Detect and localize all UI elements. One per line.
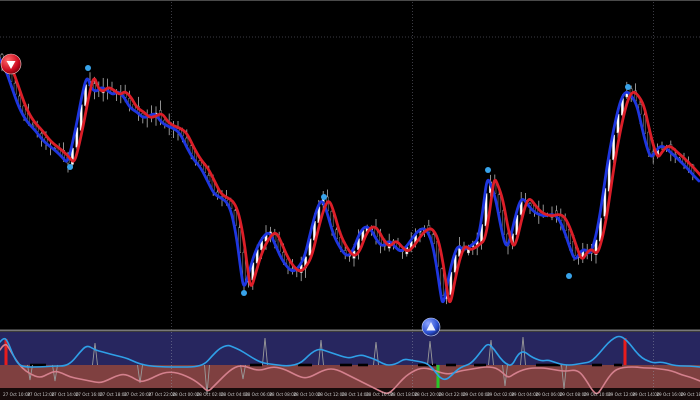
signal-dot — [67, 164, 73, 170]
arrow-up-icon — [426, 322, 436, 331]
oscillator-panel-bands — [0, 329, 700, 400]
time-axis-label: 27 Oct 20:00 — [124, 392, 152, 397]
gray-spike — [373, 341, 379, 366]
time-axis-strip — [0, 388, 700, 400]
ma-fast-blue-line — [0, 57, 700, 304]
zero-dash — [298, 363, 312, 367]
green-signal-bar — [436, 365, 440, 388]
gray-spike — [520, 336, 526, 366]
red-signal-bar — [623, 338, 627, 365]
zero-line-dashes — [30, 363, 622, 367]
time-axis-label: 28 Oct 22:00 — [439, 392, 467, 397]
time-axis-label: 29 Oct 16:00 — [656, 392, 684, 397]
zero-dash — [418, 363, 436, 367]
red-signal-bar — [4, 339, 8, 365]
zero-dash — [592, 363, 602, 367]
gray-spike — [92, 342, 98, 366]
time-axis-label: 28 Oct 20:00 — [414, 392, 442, 397]
time-axis-label: 28 Oct 14:00 — [342, 392, 370, 397]
gray-spike — [137, 364, 143, 384]
time-axis-label: 29 Oct 10:00 — [584, 392, 612, 397]
time-axis-label: 29 Oct 06:00 — [535, 392, 563, 397]
time-axis-label: 29 Oct 04:00 — [511, 392, 539, 397]
gray-spike — [27, 364, 33, 381]
time-axis-label: 29 Oct 18:00 — [681, 392, 700, 397]
signal-dot — [85, 65, 91, 71]
time-axis-label: 27 Oct 12:00 — [27, 392, 55, 397]
ma-slow-red-line — [4, 56, 700, 304]
gray-spike — [318, 339, 324, 366]
time-axis-label: 28 Oct 02:00 — [197, 392, 225, 397]
zero-dash — [250, 363, 262, 367]
time-axis-label: 28 Oct 10:00 — [293, 392, 321, 397]
zero-dash — [536, 363, 560, 367]
time-axis-label: 28 Oct 04:00 — [221, 392, 249, 397]
oscillator-signal-bars — [4, 338, 627, 388]
gray-spike — [427, 340, 433, 366]
zero-dash — [358, 363, 368, 367]
osc-fast-cyan-line — [0, 335, 700, 381]
upper-blue-band — [0, 332, 700, 365]
gray-spike — [204, 364, 210, 395]
time-axis-label: 29 Oct 02:00 — [487, 392, 515, 397]
gray-spike — [240, 364, 246, 380]
signal-dot — [241, 290, 247, 296]
time-axis-label: 28 Oct 00:00 — [172, 392, 200, 397]
time-axis-label: 27 Oct 22:00 — [148, 392, 176, 397]
zero-dash — [446, 363, 456, 367]
gray-spike — [488, 339, 494, 366]
time-axis-label: 27 Oct 14:00 — [51, 392, 79, 397]
signal-dot — [566, 273, 572, 279]
oscillator-spikes — [27, 336, 567, 395]
time-axis-label: 28 Oct 18:00 — [390, 392, 418, 397]
signal-dot — [321, 194, 327, 200]
gray-spike — [502, 364, 508, 387]
time-axis-label: 29 Oct 08:00 — [560, 392, 588, 397]
time-axis-label: 28 Oct 06:00 — [245, 392, 273, 397]
signal-dot — [625, 84, 631, 90]
time-axis-label: 27 Oct 18:00 — [100, 392, 128, 397]
zero-dash — [474, 363, 486, 367]
gray-spike — [561, 364, 567, 390]
zero-dash — [614, 363, 622, 367]
time-axis-label: 28 Oct 12:00 — [318, 392, 346, 397]
time-axis-label: 29 Oct 14:00 — [632, 392, 660, 397]
signal-dots-layer — [67, 65, 631, 296]
osc-slow-pink-line — [0, 343, 700, 395]
time-axis-label: 29 Oct 12:00 — [608, 392, 636, 397]
buy-signal-badge — [421, 317, 441, 337]
time-axis-label: 28 Oct 08:00 — [269, 392, 297, 397]
arrow-down-icon — [6, 61, 16, 69]
zero-dash — [340, 363, 352, 367]
zero-dash — [30, 363, 46, 367]
time-axis-label: 27 Oct 10:00 — [3, 392, 31, 397]
time-axis-label: 27 Oct 16:00 — [76, 392, 104, 397]
gray-spike — [262, 337, 268, 366]
sell-signal-badge — [0, 53, 22, 75]
signal-dot — [485, 167, 491, 173]
gray-spike — [52, 364, 58, 382]
time-axis-label: 29 Oct 00:00 — [463, 392, 491, 397]
panel-separator — [0, 329, 700, 332]
time-axis-label: 28 Oct 16:00 — [366, 392, 394, 397]
